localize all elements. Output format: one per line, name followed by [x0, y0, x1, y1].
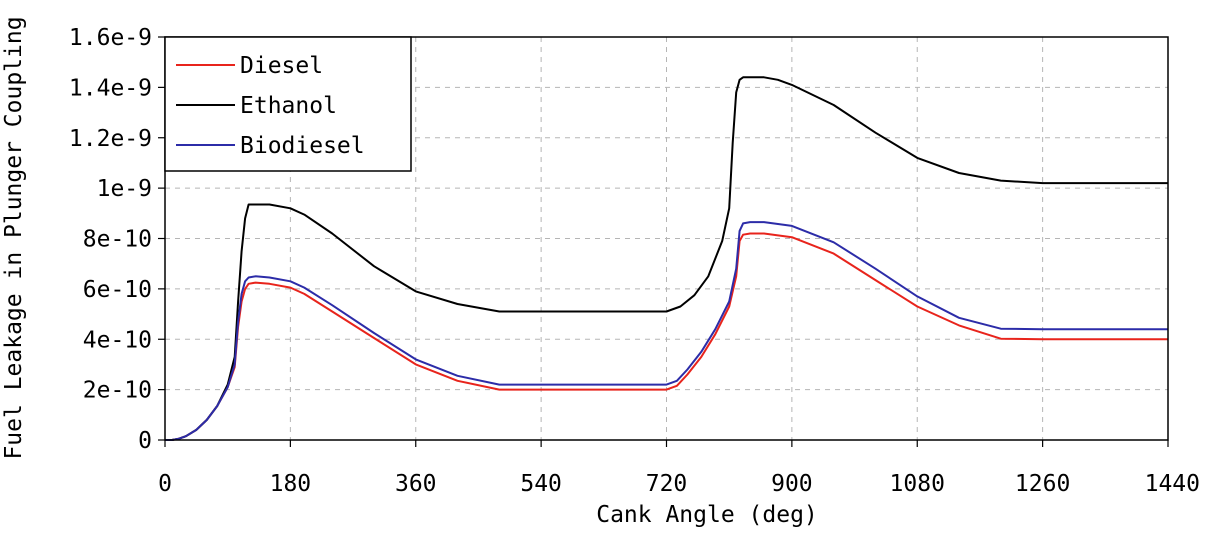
y-tick-label: 2e-10 [83, 378, 152, 404]
y-tick-label: 0 [138, 428, 152, 454]
y-tick-label: 8e-10 [83, 227, 152, 253]
legend-items: Diesel Ethanol Biodiesel [176, 53, 365, 159]
x-tick-label: 180 [270, 471, 312, 497]
axis-ticks [158, 36, 1169, 447]
y-tick-label: 4e-10 [83, 327, 152, 353]
x-tick-label: 1260 [1015, 471, 1070, 497]
x-axis-title: Cank Angle (deg) [596, 502, 818, 528]
x-tick-label: 900 [771, 471, 813, 497]
y-tick-label: 1.6e-9 [69, 25, 152, 51]
x-tick-labels: 0 180 360 540 720 900 1080 1260 1440 [158, 471, 1200, 497]
legend: Diesel Ethanol Biodiesel [164, 36, 412, 172]
x-tick-label: 720 [646, 471, 688, 497]
y-tick-label: 1.2e-9 [69, 126, 152, 152]
x-tick-label: 0 [158, 471, 172, 497]
x-tick-label: 360 [395, 471, 437, 497]
y-tick-label: 1e-9 [97, 176, 152, 202]
x-tick-label: 540 [520, 471, 562, 497]
series-line-ethanol [165, 76, 1168, 441]
y-axis-title: Fuel Leakage in Plunger Coupling [1, 16, 27, 459]
y-tick-labels: 0 2e-10 4e-10 6e-10 8e-10 1e-9 1.2e-9 1.4e-9 1.6… [69, 25, 152, 454]
y-tick-label: 1.4e-9 [69, 75, 152, 101]
legend-label-biodiesel: Biodiesel [240, 133, 365, 159]
legend-label-diesel: Diesel [240, 53, 323, 79]
x-tick-label: 1440 [1145, 471, 1200, 497]
series-line-biodiesel [165, 221, 1168, 441]
plot-frame [164, 36, 1169, 441]
series-lines [165, 76, 1168, 441]
x-tick-label: 1080 [890, 471, 945, 497]
legend-label-ethanol: Ethanol [240, 93, 337, 119]
y-tick-label: 6e-10 [83, 277, 152, 303]
